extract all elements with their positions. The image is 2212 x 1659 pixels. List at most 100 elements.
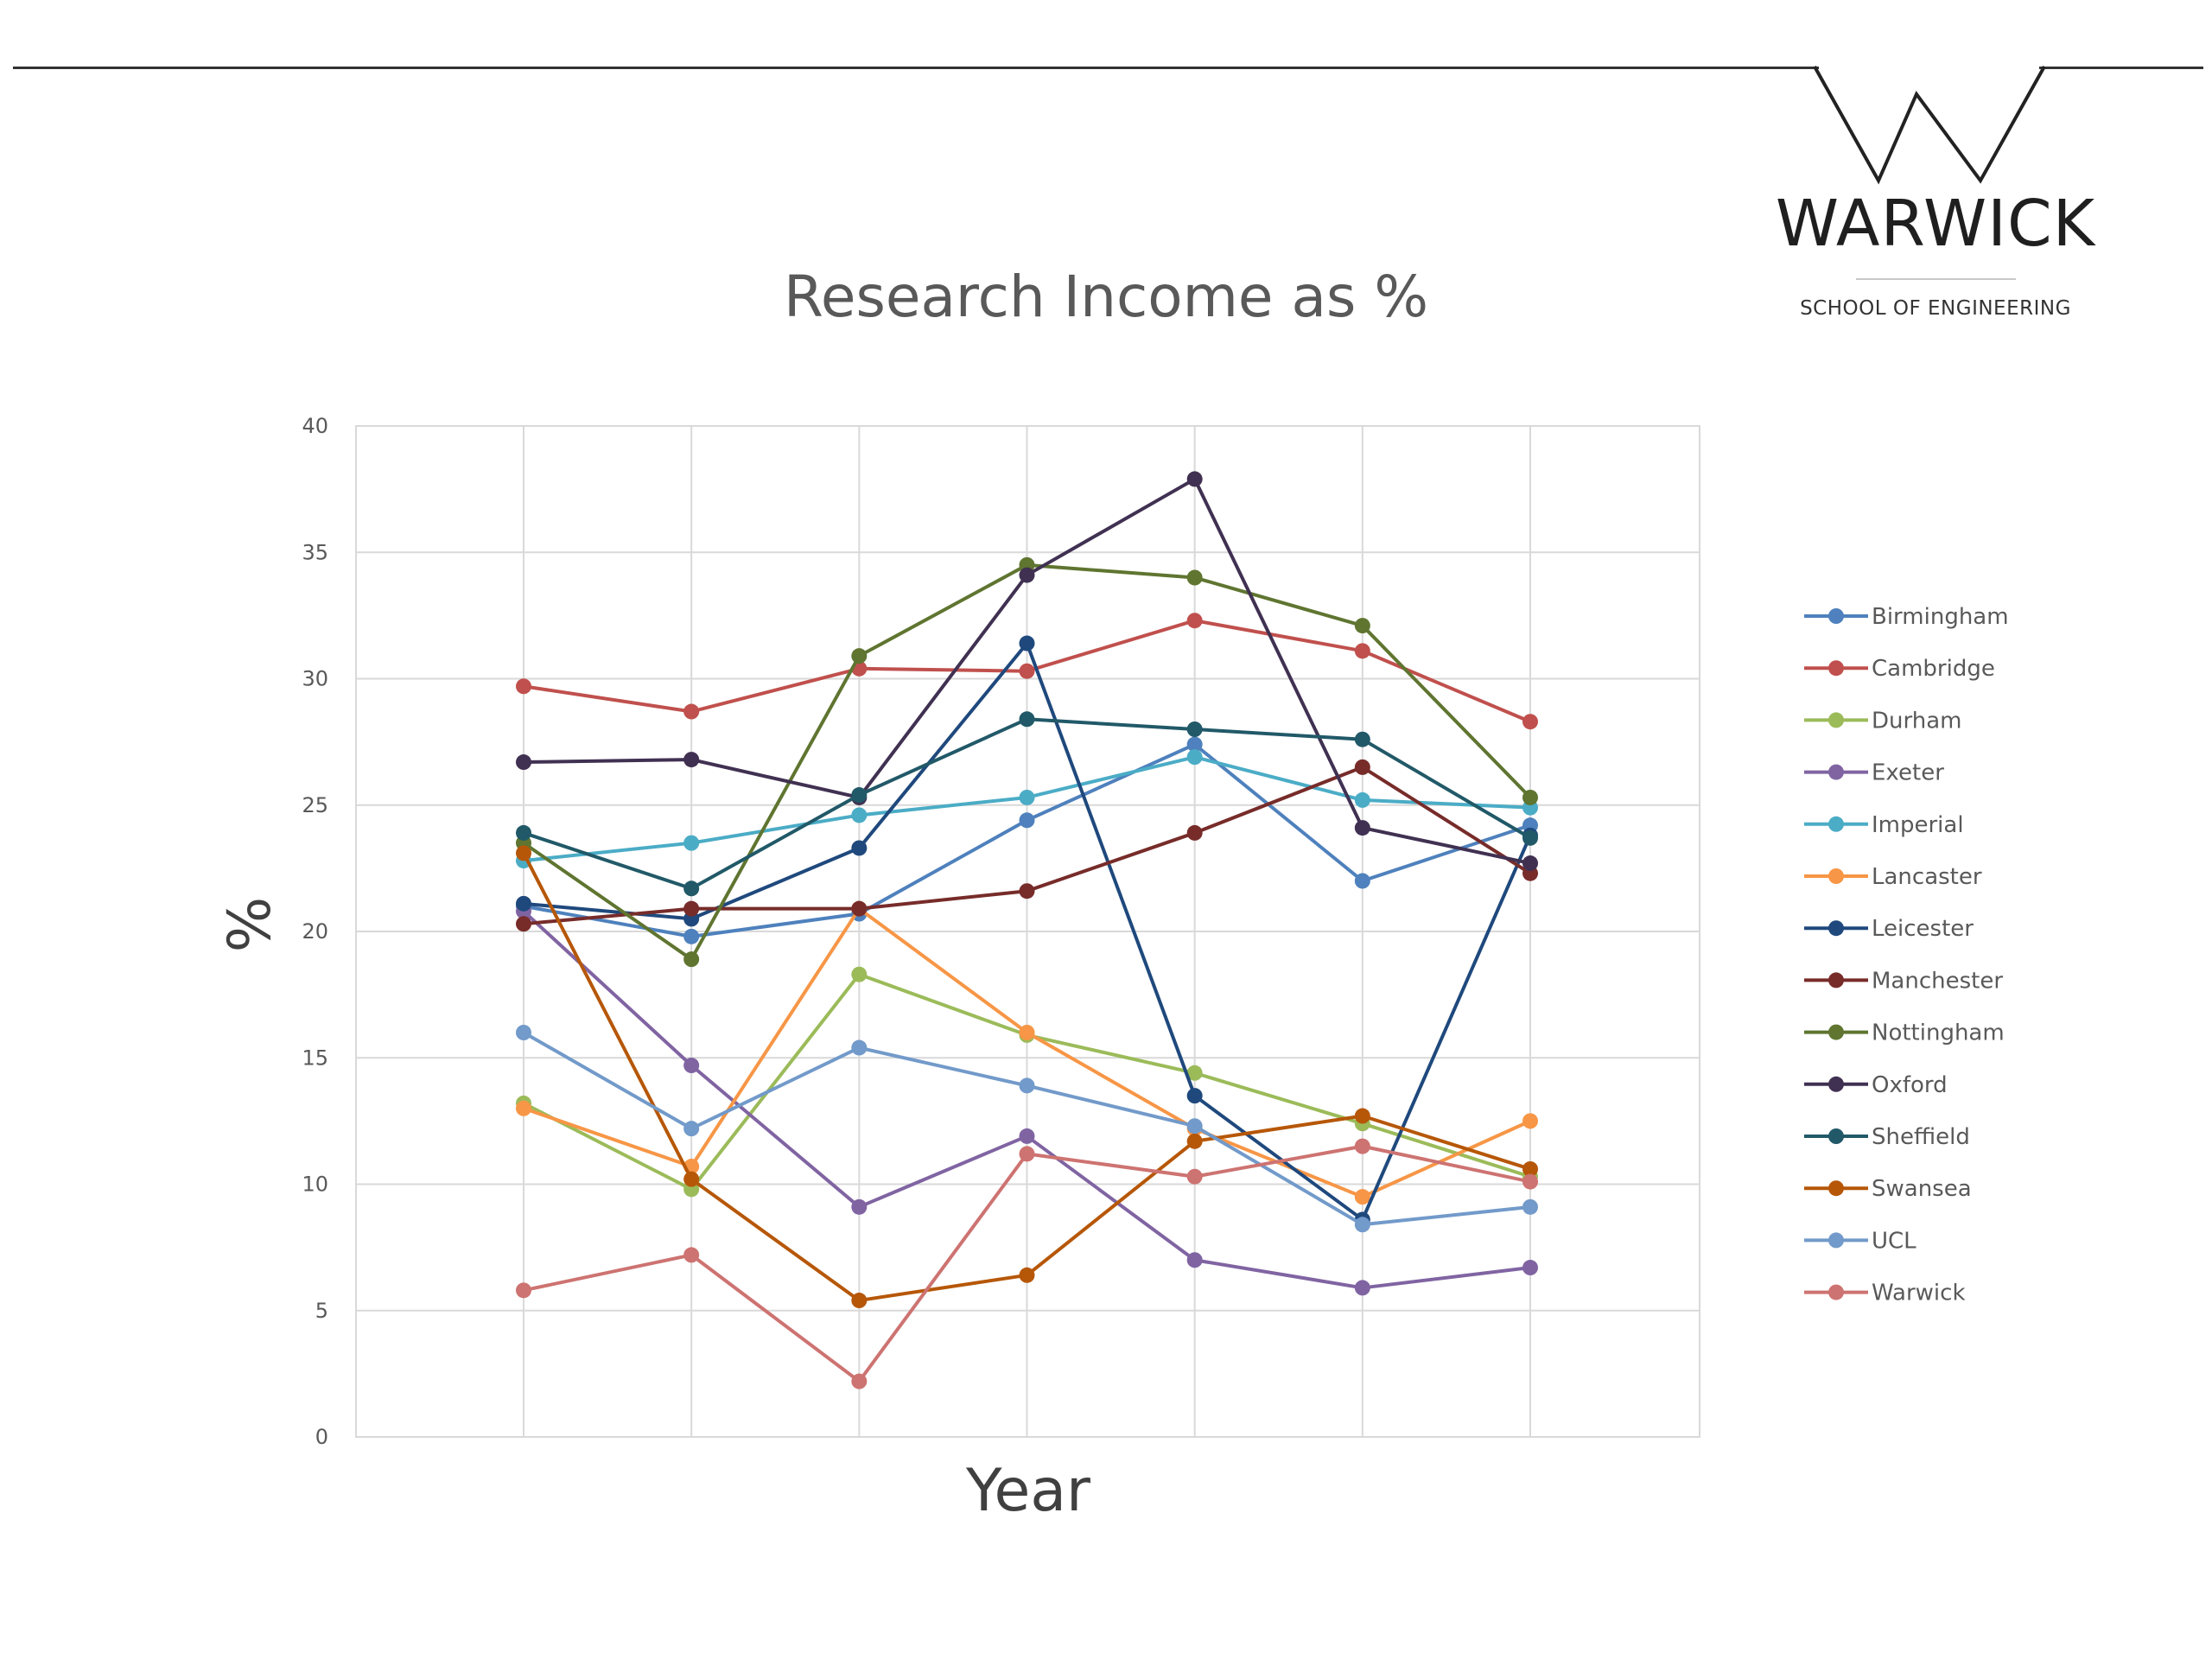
- data-point-imperial-5: [1186, 749, 1203, 766]
- data-point-lancaster-7: [1522, 1113, 1538, 1129]
- data-point-ucl-3: [851, 1039, 868, 1056]
- legend-label-ucl: UCL: [1872, 1228, 1916, 1254]
- legend: Birmingham Cambridge Durham Exeter Imperial L…: [1804, 604, 2009, 1306]
- data-point-birmingham-4: [1019, 812, 1035, 829]
- data-point-warwick-5: [1186, 1168, 1203, 1185]
- legend-label-cambridge: Cambridge: [1872, 656, 1995, 682]
- data-point-sheffield-7: [1522, 830, 1538, 846]
- data-point-imperial-4: [1019, 789, 1035, 805]
- data-point-swansea-3: [851, 1293, 868, 1309]
- data-point-ucl-2: [683, 1121, 700, 1137]
- y-tick-label-15: 15: [302, 1046, 328, 1070]
- data-point-exeter-5: [1186, 1252, 1203, 1268]
- legend-label-manchester: Manchester: [1872, 968, 2003, 994]
- data-point-sheffield-4: [1019, 711, 1035, 728]
- legend-item-oxford: Oxford: [1804, 1072, 1948, 1098]
- legend-swatch-marker-birmingham: [1828, 608, 1844, 624]
- legend-item-ucl: UCL: [1804, 1228, 1916, 1254]
- plot-area: [355, 425, 1700, 1438]
- chart-title: Research Income as %: [783, 264, 1429, 330]
- legend-swatch-marker-nottingham: [1828, 1024, 1844, 1040]
- data-point-swansea-2: [683, 1171, 700, 1187]
- legend-label-imperial: Imperial: [1872, 812, 1964, 838]
- legend-item-exeter: Exeter: [1804, 760, 1944, 786]
- legend-item-nottingham: Nottingham: [1804, 1020, 2005, 1046]
- legend-label-durham: Durham: [1872, 708, 1961, 734]
- legend-swatch-marker-lancaster: [1828, 868, 1844, 884]
- data-point-lancaster-6: [1354, 1189, 1370, 1205]
- data-point-imperial-3: [851, 807, 868, 823]
- data-point-manchester-1: [516, 916, 531, 932]
- data-point-exeter-7: [1522, 1260, 1538, 1276]
- data-point-cambridge-1: [516, 678, 531, 695]
- data-point-oxford-7: [1522, 855, 1538, 872]
- legend-swatch-marker-durham: [1828, 712, 1844, 728]
- data-point-manchester-6: [1354, 759, 1370, 775]
- y-tick-label-30: 30: [302, 667, 328, 691]
- data-point-cambridge-4: [1019, 663, 1035, 679]
- data-point-nottingham-6: [1354, 618, 1370, 634]
- brand-subtitle: SCHOOL OF ENGINEERING: [1800, 297, 2071, 320]
- y-axis-label: %: [216, 897, 284, 953]
- data-point-nottingham-3: [851, 648, 868, 664]
- legend-swatch-marker-exeter: [1828, 764, 1844, 780]
- y-tick-label-25: 25: [302, 793, 328, 817]
- data-point-ucl-7: [1522, 1198, 1538, 1215]
- y-tick-label-5: 5: [315, 1299, 328, 1323]
- data-point-oxford-1: [516, 754, 531, 771]
- data-point-warwick-2: [683, 1247, 700, 1263]
- data-point-oxford-2: [683, 752, 700, 768]
- legend-swatch-marker-ucl: [1828, 1232, 1844, 1249]
- legend-label-lancaster: Lancaster: [1872, 864, 1982, 890]
- legend-item-warwick: Warwick: [1804, 1281, 1966, 1306]
- y-tick-label-0: 0: [315, 1425, 328, 1449]
- series-imperial: [516, 749, 1538, 869]
- series-warwick: [516, 1138, 1538, 1389]
- data-point-nottingham-2: [683, 951, 700, 968]
- legend-item-leicester: Leicester: [1804, 916, 1974, 942]
- brand-name: WARWICK: [1775, 187, 2096, 261]
- legend-label-exeter: Exeter: [1872, 760, 1944, 786]
- data-point-manchester-5: [1186, 824, 1203, 841]
- legend-swatch-marker-manchester: [1828, 972, 1844, 988]
- series-layer: [516, 471, 1538, 1389]
- legend-item-swansea: Swansea: [1804, 1176, 1972, 1202]
- legend-label-oxford: Oxford: [1872, 1072, 1948, 1098]
- data-point-swansea-5: [1186, 1133, 1203, 1149]
- data-point-birmingham-2: [683, 928, 700, 944]
- data-point-sheffield-3: [851, 787, 868, 804]
- series-ucl: [516, 1025, 1538, 1233]
- data-point-cambridge-5: [1186, 613, 1203, 629]
- data-point-swansea-6: [1354, 1108, 1370, 1124]
- data-point-birmingham-6: [1354, 873, 1370, 889]
- y-tick-label-20: 20: [302, 919, 328, 944]
- data-point-warwick-3: [851, 1373, 868, 1389]
- data-point-oxford-4: [1019, 567, 1035, 583]
- legend-label-warwick: Warwick: [1872, 1281, 1966, 1306]
- data-point-oxford-6: [1354, 820, 1370, 836]
- data-point-manchester-3: [851, 900, 868, 917]
- legend-swatch-marker-warwick: [1828, 1284, 1844, 1300]
- legend-swatch-marker-leicester: [1828, 920, 1844, 937]
- x-axis-label: Year: [965, 1457, 1090, 1525]
- data-point-lancaster-4: [1019, 1025, 1035, 1040]
- legend-swatch-marker-cambridge: [1828, 660, 1844, 677]
- legend-item-imperial: Imperial: [1804, 812, 1964, 838]
- data-point-warwick-6: [1354, 1138, 1370, 1154]
- legend-label-nottingham: Nottingham: [1872, 1020, 2005, 1046]
- data-point-sheffield-2: [683, 880, 700, 897]
- data-point-manchester-4: [1019, 883, 1035, 899]
- data-point-swansea-4: [1019, 1267, 1035, 1283]
- legend-label-leicester: Leicester: [1872, 916, 1974, 942]
- legend-swatch-marker-sheffield: [1828, 1128, 1844, 1144]
- y-tick-labels: 0 5 10 15 20 25 30 35 40: [302, 414, 328, 1449]
- legend-item-cambridge: Cambridge: [1804, 656, 1995, 682]
- data-point-nottingham-7: [1522, 789, 1538, 805]
- data-point-leicester-1: [516, 895, 531, 912]
- legend-item-durham: Durham: [1804, 708, 1961, 734]
- data-point-lancaster-1: [516, 1100, 531, 1116]
- legend-label-birmingham: Birmingham: [1872, 604, 2009, 630]
- data-point-imperial-2: [683, 835, 700, 851]
- data-point-warwick-7: [1522, 1173, 1538, 1190]
